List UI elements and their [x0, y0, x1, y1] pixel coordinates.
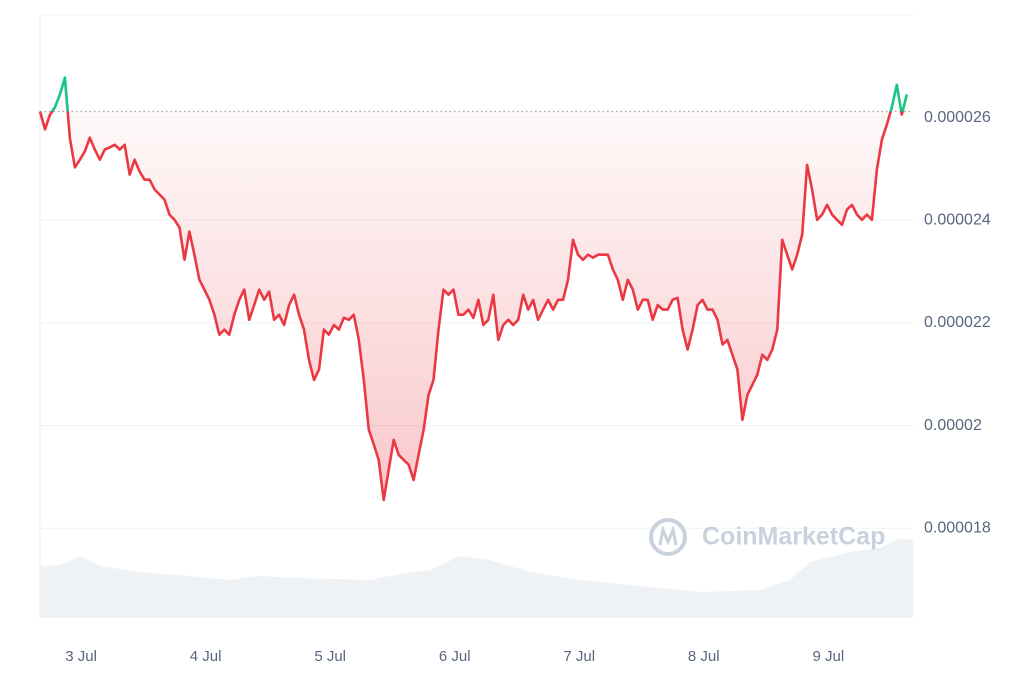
x-tick-label: 5 Jul: [314, 648, 346, 665]
y-tick-label: 0.00002: [924, 417, 982, 434]
x-tick-label: 3 Jul: [65, 648, 97, 665]
y-tick-label: 0.000026: [924, 109, 991, 126]
x-tick-label: 7 Jul: [563, 648, 595, 665]
x-tick-label: 8 Jul: [688, 648, 720, 665]
price-area: [40, 77, 907, 500]
volume-area: [40, 538, 913, 618]
x-tick-label: 4 Jul: [190, 648, 222, 665]
watermark-text: CoinMarketCap: [702, 523, 885, 551]
y-tick-label: 0.000024: [924, 211, 991, 228]
watermark-logo-mark: [658, 524, 678, 546]
price-line: [38, 76, 909, 502]
watermark: CoinMarketCap: [649, 518, 885, 556]
x-tick-label: 6 Jul: [439, 648, 471, 665]
watermark-logo: [649, 518, 687, 556]
y-tick-label: 0.000018: [924, 519, 991, 536]
y-tick-label: 0.000022: [924, 314, 991, 331]
x-tick-label: 9 Jul: [812, 648, 844, 665]
